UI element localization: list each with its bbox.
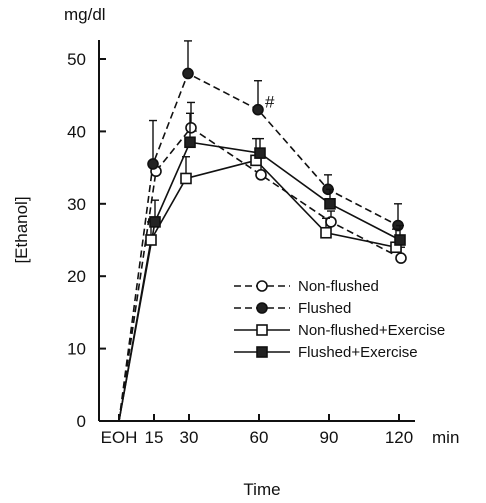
x-ticks: EOH 15 30 60 90 120 [101,414,413,447]
data-point-non-flushed-exercise [320,226,332,239]
legend-marker [256,302,268,314]
x-tick-label: 90 [320,428,339,447]
series-line-flushed-exercise [118,141,401,422]
data-point-flushed-exercise [394,234,406,246]
series-line-non-flushed [118,126,402,422]
legend-marker [256,280,268,292]
legend: Non-flushed Flushed Non-flushed+Exercise Fl… [234,278,445,361]
data-point-flushed [147,158,159,170]
x-tick-label: 30 [180,428,199,447]
legend-label: Flushed+Exercise [298,344,418,361]
y-tick-label: 20 [67,267,86,286]
data-point-non-flushed-exercise [180,172,192,185]
y-axis-title: [Ethanol] [12,196,31,263]
data-point-non-flushed-exercise [145,234,157,246]
x-axis-title: Time [243,480,280,499]
data-point-non-flushed [395,252,407,264]
legend-label: Non-flushed+Exercise [298,322,445,339]
y-unit-label: mg/dl [64,5,106,24]
x-tick-label: 15 [145,428,164,447]
x-tick-label: 60 [250,428,269,447]
series-line-flushed [118,72,399,422]
data-point-flushed-exercise [254,147,266,159]
data-point-flushed-exercise [184,136,196,149]
x-tick-label: 120 [385,428,413,447]
x-unit-label: min [432,428,459,447]
y-tick-label: 0 [77,412,86,431]
legend-marker [256,324,268,336]
y-tick-label: 50 [67,50,86,69]
legend-marker [256,346,268,358]
legend-label: Non-flushed [298,278,379,295]
x-tick-label: EOH [101,428,138,447]
y-tick-label: 30 [67,195,86,214]
y-ticks: 0 10 20 30 40 50 [67,50,106,431]
data-point-flushed [252,103,264,116]
annotation-hash: # [265,93,275,112]
data-point-flushed-exercise [149,216,161,228]
legend-label: Flushed [298,300,351,317]
y-tick-label: 40 [67,122,86,141]
marker-layer [145,40,407,264]
data-point-flushed [182,67,194,80]
series-layer [118,72,402,422]
data-point-non-flushed [185,121,197,134]
data-point-non-flushed [255,169,267,181]
y-tick-label: 10 [67,340,86,359]
data-point-flushed-exercise [324,198,336,210]
